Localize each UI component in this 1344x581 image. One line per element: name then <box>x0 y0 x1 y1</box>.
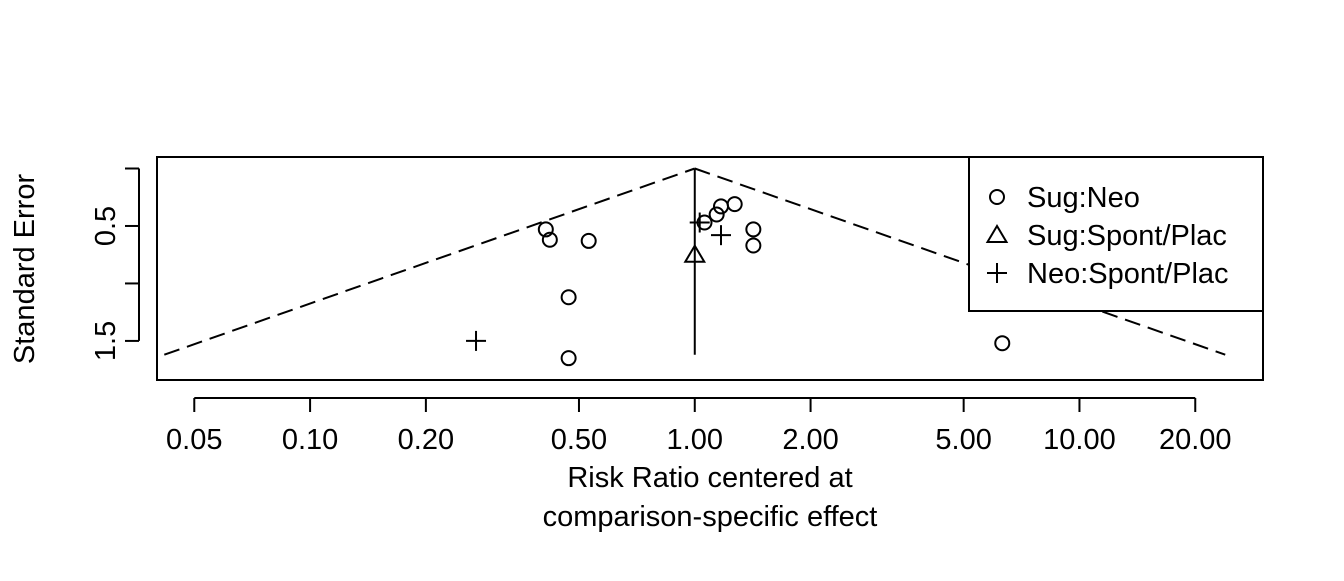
point-circle-0-11 <box>994 335 1011 352</box>
x-tick-label-4: 1.00 <box>667 424 723 456</box>
point-plus-2-2 <box>466 330 487 351</box>
point-circle-0-7 <box>745 221 762 238</box>
x-tick-label-0: 0.05 <box>166 424 222 456</box>
point-circle-0-0 <box>537 221 554 238</box>
legend-symbol-0 <box>989 189 1005 205</box>
axes: 0.05 0.10 0.20 0.50 1.00 2.00 5.00 10.00 20.00 0.… <box>90 167 1232 456</box>
legend: Sug:Neo Sug:Spont/Plac Neo:Spont/Plac <box>968 156 1264 312</box>
y-tick-label-3: 1.5 <box>90 321 122 361</box>
legend-label-0: Sug:Neo <box>1027 182 1140 214</box>
x-tick-label-1: 0.10 <box>282 424 338 456</box>
funnel-right-limit <box>694 167 1226 356</box>
point-circle-0-5 <box>713 198 730 215</box>
point-plus-2-1 <box>711 225 732 246</box>
point-circle-0-6 <box>726 196 743 213</box>
legend-box <box>968 156 1264 312</box>
x-tick-label-7: 10.00 <box>1043 424 1116 456</box>
point-circle-0-4 <box>708 206 725 223</box>
legend-label-1: Sug:Spont/Plac <box>1027 220 1227 252</box>
point-plus-2-0 <box>689 212 710 233</box>
point-circle-0-9 <box>560 289 577 306</box>
point-circle-0-1 <box>541 231 558 248</box>
x-tick-label-3: 0.50 <box>551 424 607 456</box>
funnel-left-limit <box>163 167 696 356</box>
x-tick-label-5: 2.00 <box>782 424 838 456</box>
legend-label-2: Neo:Spont/Plac <box>1027 258 1229 290</box>
x-axis-label-line2: comparison-specific effect <box>543 501 878 533</box>
legend-symbol-1 <box>985 224 1009 243</box>
point-circle-0-8 <box>745 237 762 254</box>
data-points <box>466 196 1011 367</box>
y-tick-label-1: 0.5 <box>90 206 122 246</box>
point-triangle-1-0 <box>683 243 707 263</box>
point-circle-0-2 <box>580 232 597 249</box>
x-tick-label-6: 5.00 <box>935 424 991 456</box>
y-axis-label: Standard Error <box>9 174 41 365</box>
x-tick-label-8: 20.00 <box>1159 424 1232 456</box>
x-tick-label-2: 0.20 <box>398 424 454 456</box>
plot-frame <box>156 156 1264 381</box>
point-circle-0-10 <box>560 350 577 367</box>
x-axis-label-line1: Risk Ratio centered at <box>567 462 852 494</box>
legend-symbol-2 <box>987 263 1007 283</box>
